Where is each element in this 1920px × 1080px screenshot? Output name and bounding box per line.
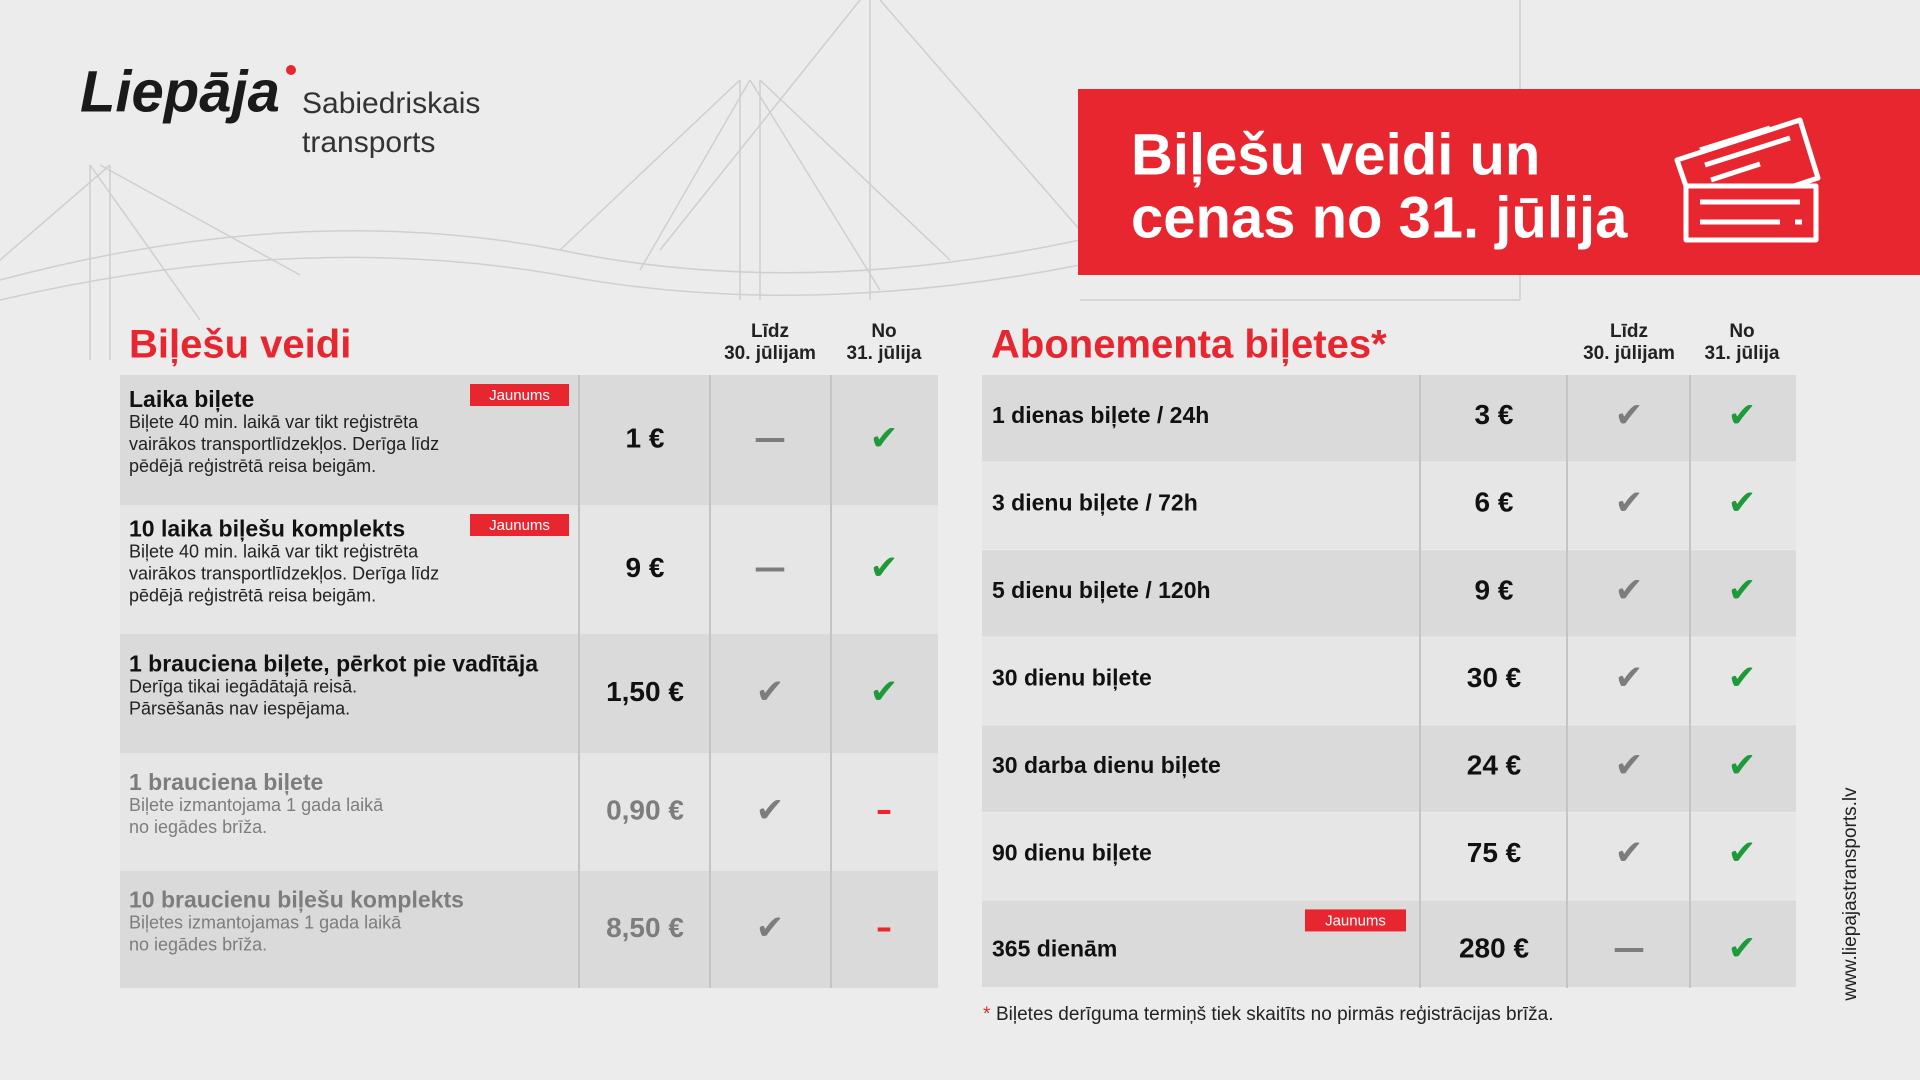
ticket-description: vairākos transportlīdzekļos. Derīga līdz: [129, 434, 439, 454]
logo-subtitle: Sabiedriskais: [302, 87, 480, 120]
ticket-icon: [1674, 117, 1821, 243]
ticket-name: 1 brauciena biļete, pērkot pie vadītāja: [129, 651, 538, 677]
ticket-name: 1 brauciena biļete: [129, 769, 323, 795]
banner-title: cenas no 31. jūlija: [1131, 185, 1628, 250]
status-mark: ✔: [1728, 833, 1757, 873]
table-row: [982, 637, 1796, 725]
table-row: [120, 753, 938, 871]
status-mark: —: [1613, 929, 1645, 967]
status-mark: —: [754, 549, 786, 587]
ticket-name: Laika biļete: [129, 386, 254, 412]
ticket-description: Biļete 40 min. laikā var tikt reģistrēta: [129, 541, 419, 561]
column-header: Līdz: [751, 321, 789, 342]
status-mark: ✔: [756, 672, 785, 712]
ticket-description: vairākos transportlīdzekļos. Derīga līdz: [129, 563, 439, 583]
status-mark: ✔: [756, 908, 785, 948]
badge-label: Jaunums: [1325, 912, 1386, 929]
subscription-name: 5 dienu biļete / 120h: [992, 577, 1211, 603]
badge-label: Jaunums: [489, 387, 550, 404]
ticket-price: 0,90 €: [606, 794, 684, 825]
status-mark: ✔: [1615, 483, 1644, 523]
logo-dot: [286, 65, 296, 75]
status-mark: ✔: [1615, 833, 1644, 873]
ticket-description: no iegādes brīža.: [129, 817, 267, 837]
subscription-price: 3 €: [1475, 399, 1514, 430]
subscription-name: 90 dienu biļete: [992, 840, 1152, 866]
column-header: Līdz: [1610, 321, 1648, 342]
status-mark: ✔: [870, 672, 899, 712]
table-row: [120, 871, 938, 988]
ticket-description: Biļete izmantojama 1 gada laikā: [129, 795, 384, 815]
status-mark: ✔: [1728, 929, 1757, 969]
status-mark: ✔: [1615, 746, 1644, 786]
subscription-price: 30 €: [1467, 662, 1522, 693]
ticket-description: pēdējā reģistrētā reisa beigām.: [129, 456, 376, 476]
column-header: 31. jūlija: [847, 343, 922, 364]
table-row: [982, 462, 1796, 550]
status-mark: ✔: [1615, 658, 1644, 698]
section-heading: Biļešu veidi: [129, 323, 351, 367]
website: www.liepajastransports.lv: [1840, 787, 1861, 1002]
ticket-description: Pārsēšanās nav iespējama.: [129, 698, 350, 718]
status-mark: ✔: [1615, 395, 1644, 435]
badge: [470, 514, 569, 536]
column-header: No: [871, 321, 896, 342]
subscription-price: 75 €: [1467, 837, 1522, 868]
table-row: [982, 550, 1796, 637]
subscription-name: 365 dienām: [992, 935, 1117, 961]
status-mark: ✔: [1615, 570, 1644, 610]
status-mark: ✔: [1728, 746, 1757, 786]
ticket-description: pēdējā reģistrētā reisa beigām.: [129, 585, 376, 605]
logo: Liepāja: [80, 59, 280, 124]
status-mark: —: [754, 419, 786, 457]
ticket-price: 9 €: [626, 552, 665, 583]
badge: [470, 384, 569, 406]
table-row: [982, 725, 1796, 812]
status-mark: ✔: [1728, 658, 1757, 698]
subscription-name: 3 dienu biļete / 72h: [992, 489, 1198, 515]
ticket-name: 10 braucienu biļešu komplekts: [129, 887, 464, 913]
ticket-description: Derīga tikai iegādātajā reisā.: [129, 676, 357, 696]
table-row: [120, 634, 938, 753]
footnote: Biļetes derīguma termiņš tiek skaitīts n…: [996, 1004, 1554, 1025]
subscription-price: 280 €: [1459, 933, 1529, 964]
ticket-price: 1,50 €: [606, 676, 684, 707]
footnote-mark: *: [983, 1004, 991, 1025]
subscription-price: 24 €: [1467, 749, 1522, 780]
badge: [1305, 909, 1406, 932]
ticket-description: no iegādes brīža.: [129, 934, 267, 954]
subscription-price: 6 €: [1475, 487, 1514, 518]
subscription-name: 30 dienu biļete: [992, 665, 1152, 691]
banner: [1078, 89, 1920, 275]
status-mark: ✔: [870, 548, 899, 588]
ticket-description: Biļete 40 min. laikā var tikt reģistrēta: [129, 412, 419, 432]
status-mark: ✔: [756, 791, 785, 831]
banner-title: Biļešu veidi un: [1131, 122, 1540, 187]
table-row: [982, 812, 1796, 900]
ticket-name: 10 laika biļešu komplekts: [129, 516, 405, 542]
ticket-price: 8,50 €: [606, 912, 684, 943]
status-mark: –: [876, 791, 892, 829]
section-heading: Abonementa biļetes*: [991, 323, 1387, 367]
column-header: 31. jūlija: [1705, 343, 1780, 364]
subscription-name: 30 darba dienu biļete: [992, 752, 1221, 778]
status-mark: ✔: [870, 419, 899, 459]
status-mark: ✔: [1728, 570, 1757, 610]
ticket-price: 1 €: [626, 422, 665, 453]
status-mark: –: [876, 909, 892, 947]
status-mark: ✔: [1728, 483, 1757, 523]
column-header: 30. jūlijam: [1583, 343, 1675, 364]
subscription-name: 1 dienas biļete / 24h: [992, 402, 1209, 428]
status-mark: ✔: [1728, 395, 1757, 435]
column-header: 30. jūlijam: [724, 343, 816, 364]
subscription-price: 9 €: [1475, 574, 1514, 605]
table-row: [982, 375, 1796, 462]
logo-subtitle: transports: [302, 126, 435, 159]
badge-label: Jaunums: [489, 517, 550, 534]
ticket-description: Biļetes izmantojamas 1 gada laikā: [129, 912, 402, 932]
column-header: No: [1729, 321, 1754, 342]
